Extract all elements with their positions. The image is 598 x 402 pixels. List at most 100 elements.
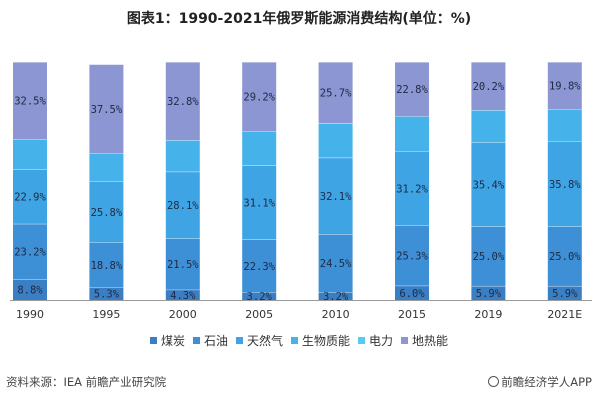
bar-segment: [318, 157, 353, 235]
bar-segment: [395, 285, 429, 300]
bar-segment: [318, 234, 353, 293]
x-tick-label: 1990: [16, 308, 44, 321]
chart-title: 图表1：1990-2021年俄罗斯能源消费结构(单位：%): [126, 11, 472, 27]
data-label: 25.0%: [549, 251, 581, 263]
bar-segment: [242, 292, 277, 300]
bar-segment: [547, 226, 582, 286]
data-label: 32.5%: [14, 96, 46, 108]
source-note: 资料来源：IEA 前瞻产业研究院: [6, 375, 167, 389]
data-label: 4.3%: [170, 290, 196, 302]
x-tick-label: 2000: [169, 308, 197, 321]
bar-segment: [13, 223, 47, 280]
data-label: 35.4%: [473, 179, 505, 191]
data-label: 5.9%: [476, 288, 502, 300]
bar-segment: [471, 110, 506, 143]
legend-label: 生物质能: [302, 334, 351, 348]
bar-segment: [395, 62, 429, 117]
data-label: 37.5%: [91, 104, 123, 116]
legend-swatch: [401, 337, 409, 344]
bar-segment: [89, 153, 124, 182]
bar-segment: [242, 62, 277, 132]
data-label: 22.9%: [14, 192, 46, 204]
bar-segment: [471, 142, 506, 227]
data-label: 22.8%: [396, 84, 428, 96]
data-label: 25.3%: [396, 251, 428, 263]
bar-segment: [547, 109, 582, 142]
brand-credit: 前瞻经济学人APP: [488, 374, 592, 390]
data-label: 3.2%: [247, 291, 273, 303]
bar-segment: [547, 285, 582, 300]
x-tick-label: 2010: [322, 308, 350, 321]
chart-legend: 煤炭 石油 天然气 生物质能 电力 地热能: [0, 332, 598, 349]
bar-segment: [242, 131, 277, 166]
data-label: 6.0%: [399, 288, 425, 300]
data-label: 24.5%: [320, 258, 352, 270]
x-tick-label: 2015: [398, 308, 426, 321]
legend-label: 地热能: [412, 334, 449, 348]
bar-segment: [89, 287, 124, 300]
legend-swatch: [235, 337, 243, 344]
data-label: 20.2%: [473, 81, 505, 93]
bar-segment: [395, 116, 429, 152]
data-label: 32.8%: [167, 96, 199, 108]
brand-name: 前瞻经济学人APP: [501, 375, 592, 389]
data-label: 5.3%: [94, 289, 120, 301]
data-label: 25.7%: [320, 88, 352, 100]
data-label: 23.2%: [14, 246, 46, 258]
bar-segment: [242, 239, 277, 293]
data-label: 21.5%: [167, 259, 199, 271]
bar-segment: [318, 123, 353, 158]
legend-swatch: [192, 337, 200, 344]
bar-segment: [165, 171, 200, 239]
bar-segment: [13, 62, 47, 140]
data-label: 8.8%: [17, 285, 43, 297]
bar-segment: [13, 169, 47, 224]
bar-segment: [395, 225, 429, 286]
data-label: 25.0%: [473, 251, 505, 263]
legend-item: 天然气: [235, 332, 283, 349]
bar-segment: [13, 279, 47, 300]
x-tick-label: 2021E: [547, 308, 582, 321]
bar-segment: [395, 151, 429, 226]
data-label: 31.1%: [243, 197, 275, 209]
data-label: 29.2%: [243, 92, 275, 104]
data-label: 3.2%: [323, 291, 349, 303]
data-label: 18.8%: [91, 260, 123, 272]
legend-item: 电力: [358, 332, 393, 349]
bar-segment: [89, 181, 124, 243]
bar-segment: [89, 64, 124, 154]
bar-segment: [242, 165, 277, 240]
x-tick-label: 2019: [474, 308, 502, 321]
legend-item: 石油: [192, 332, 228, 349]
bar-segment: [165, 140, 200, 172]
legend-swatch: [149, 337, 157, 344]
legend-item: 生物质能: [291, 332, 350, 349]
data-label: 28.1%: [167, 200, 199, 212]
x-tick-label: 1995: [92, 308, 120, 321]
data-label: 32.1%: [320, 191, 352, 203]
data-label: 35.8%: [549, 179, 581, 191]
data-label: 5.9%: [552, 288, 578, 300]
data-label: 31.2%: [396, 183, 428, 195]
bar-segment: [165, 62, 200, 141]
legend-swatch: [291, 337, 298, 344]
bar-segment: [318, 62, 353, 124]
legend-label: 天然气: [246, 334, 283, 348]
bar-segment: [471, 285, 506, 300]
bar-segment: [89, 242, 124, 288]
data-label: 19.8%: [549, 81, 581, 93]
legend-label: 电力: [369, 334, 394, 348]
bar-segment: [165, 289, 200, 300]
legend-swatch: [358, 337, 366, 344]
footer: 资料来源：IEA 前瞻产业研究院 前瞻经济学人APP: [6, 374, 592, 394]
legend-item: 煤炭: [149, 332, 185, 349]
legend-label: 石油: [203, 334, 228, 348]
stacked-bar-chart: 8.8% 23.2% 22.9% 32.5% 1990 5.3% 18.8% 25.8% 37.…: [10, 61, 592, 321]
bar-segment: [471, 226, 506, 286]
bar-segment: [165, 238, 200, 290]
bar-segment: [318, 292, 353, 300]
bar-segment: [547, 141, 582, 227]
legend-label: 煤炭: [160, 334, 185, 348]
bar-segment: [547, 62, 582, 110]
data-label: 25.8%: [91, 207, 123, 219]
